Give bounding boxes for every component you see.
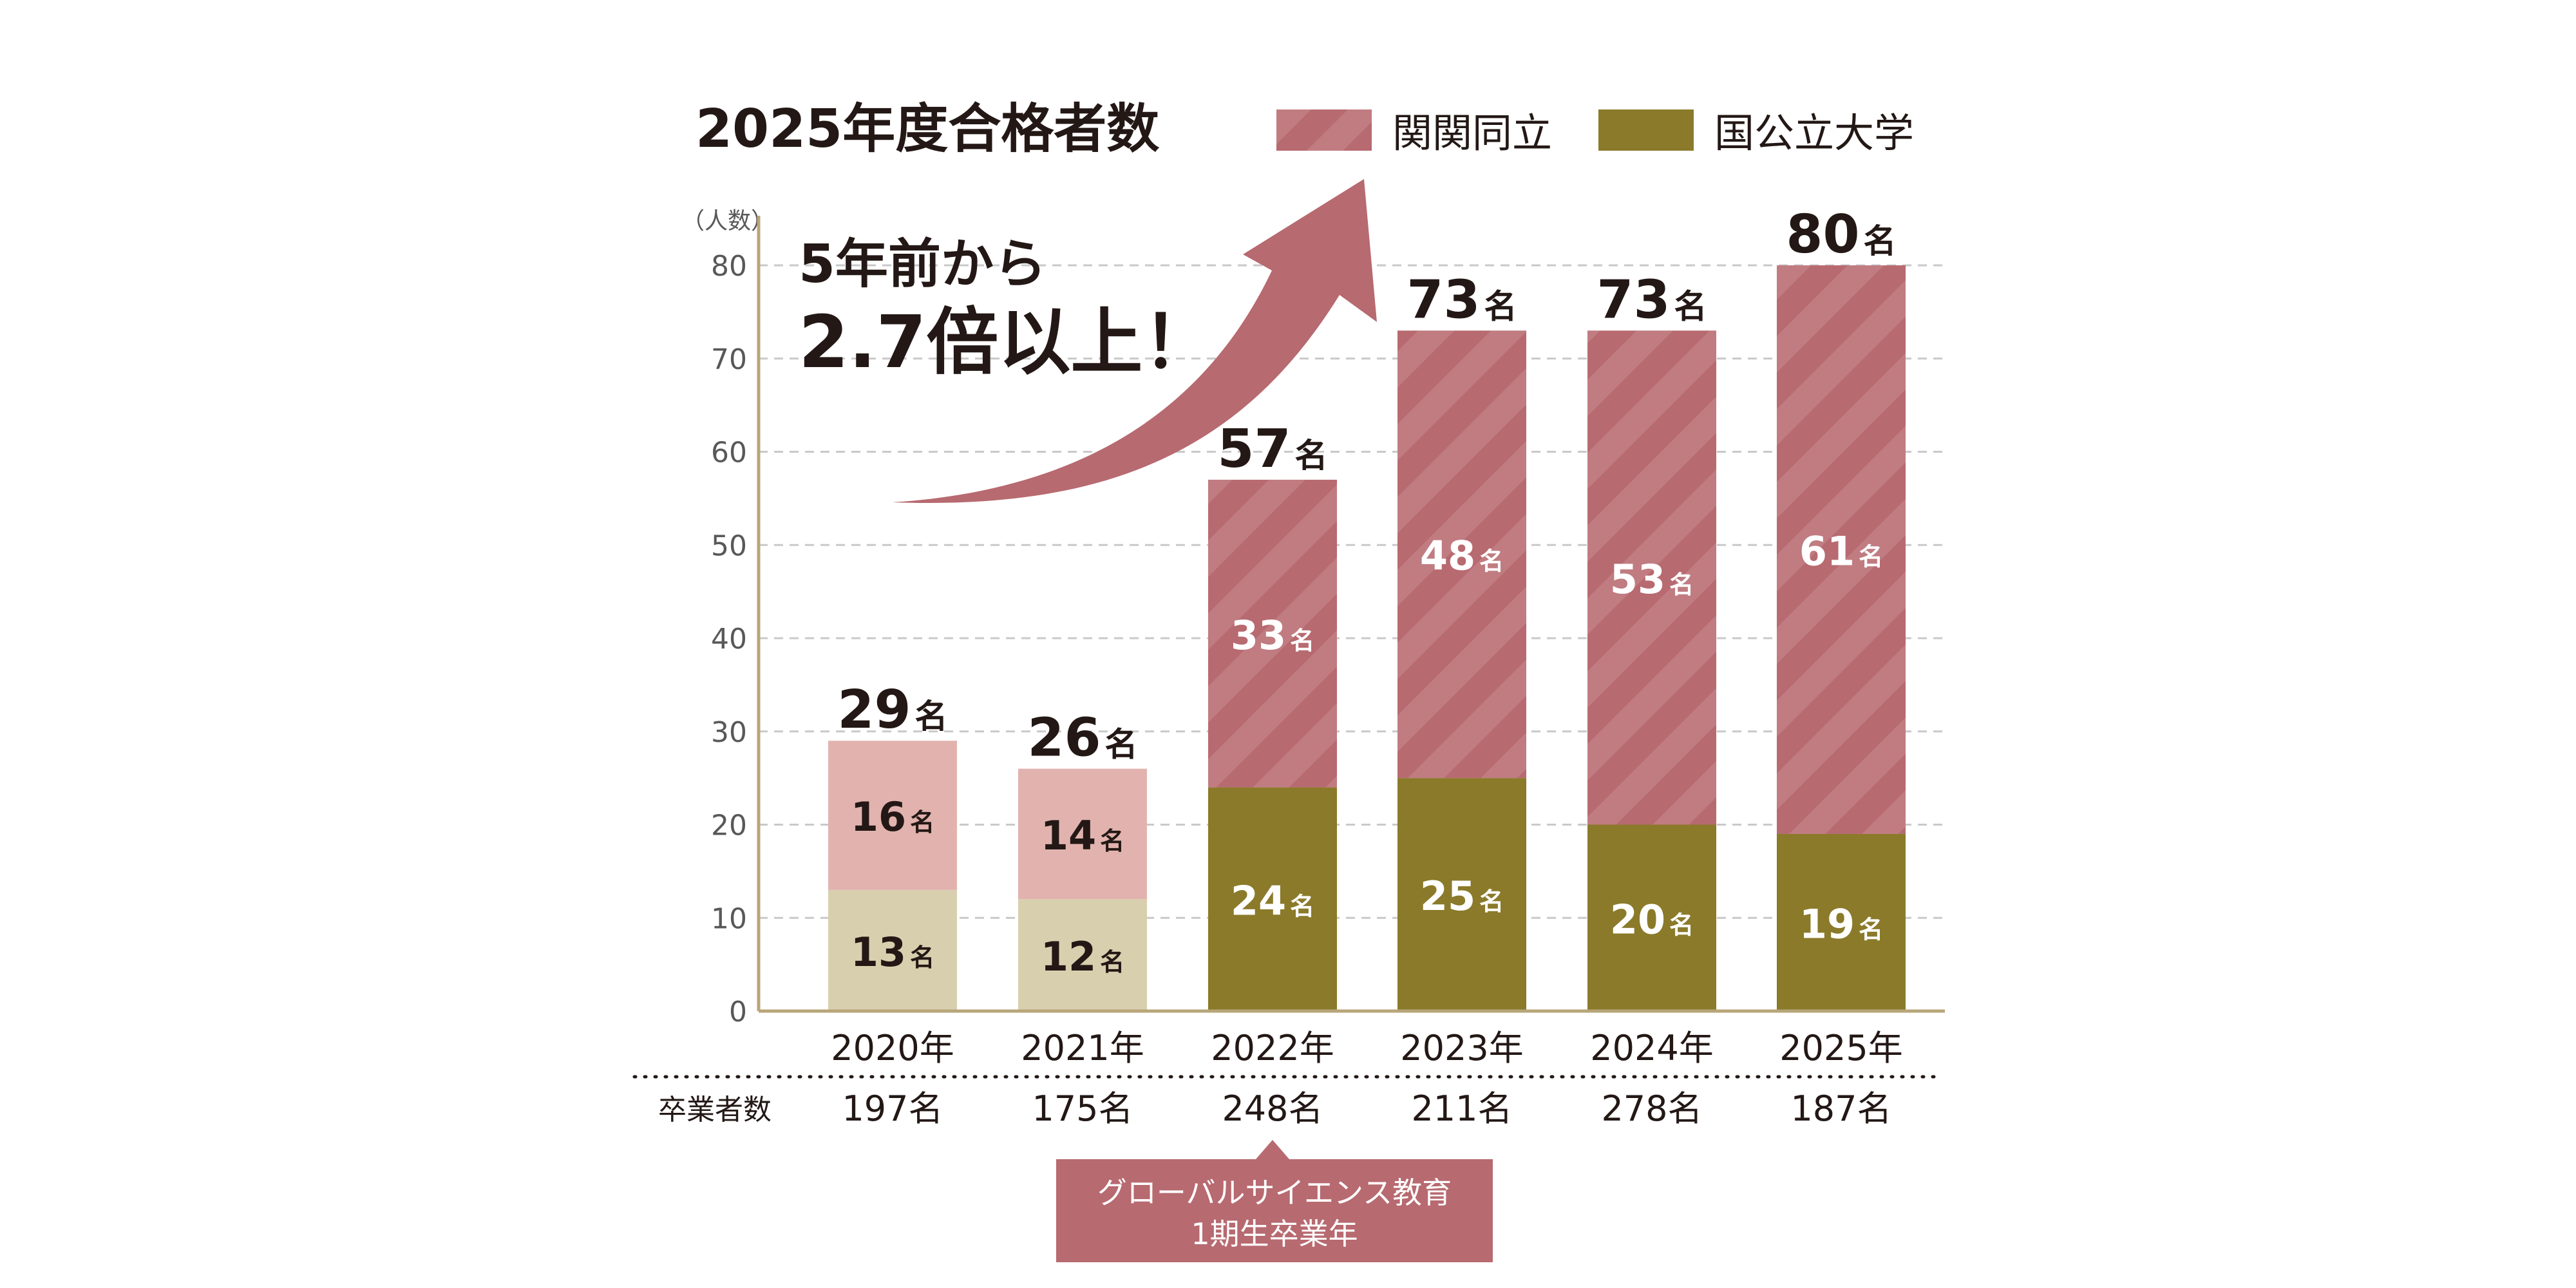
bar-segment-national — [828, 889, 957, 1011]
data-label-kankan: 14 名 — [1041, 812, 1124, 859]
graduates-count: 187名 — [1790, 1088, 1891, 1129]
y-tick-label: 60 — [711, 437, 747, 469]
data-label-kankan: 48 名 — [1420, 533, 1504, 580]
y-tick-label: 20 — [711, 810, 747, 842]
x-tick-label: 2025年 — [1779, 1028, 1902, 1068]
growth-arrow — [893, 179, 1377, 504]
data-label-kankan: 33 名 — [1231, 612, 1314, 659]
graduates-count: 211名 — [1411, 1088, 1512, 1129]
y-tick-label: 70 — [711, 343, 747, 376]
legend: 関関同立 国公立大学 — [1276, 109, 1914, 156]
data-label-kankan: 16 名 — [851, 793, 934, 840]
graduates-count: 197名 — [842, 1088, 943, 1129]
chart-title: 2025年度合格者数 — [696, 99, 1159, 160]
x-tick-label: 2021年 — [1021, 1028, 1144, 1068]
data-label-total: 57 名 — [1217, 419, 1327, 480]
bar-segment-kankan — [828, 741, 957, 890]
annotation-line1: 5年前から — [799, 234, 1046, 295]
y-tick-label: 50 — [711, 529, 747, 562]
data-label-national: 12 名 — [1041, 933, 1124, 980]
legend-label-kankan: 関関同立 — [1392, 109, 1552, 156]
callout-box — [1056, 1140, 1493, 1262]
bar-segment-national — [1208, 787, 1337, 1011]
graduates-count: 278名 — [1601, 1088, 1702, 1129]
graduates-count: 175名 — [1032, 1088, 1133, 1129]
bar-segment-national — [1397, 778, 1526, 1011]
legend-label-national: 国公立大学 — [1714, 109, 1914, 156]
data-label-national: 13 名 — [851, 929, 934, 976]
callout-text: 1期生卒業年 — [1191, 1217, 1358, 1251]
bar-segment-kankan — [1018, 768, 1147, 900]
data-label-kankan: 53 名 — [1610, 556, 1694, 603]
bar-segment-kankan-stripes — [1777, 265, 1906, 834]
callout: グローバルサイエンス教育 1期生卒業年 — [1056, 1140, 1493, 1262]
y-tick-label: 30 — [711, 716, 747, 749]
bar-segment-kankan-stripes — [1397, 330, 1526, 779]
data-label-national: 24 名 — [1231, 877, 1314, 924]
callout-text: グローバルサイエンス教育 — [1097, 1175, 1452, 1210]
data-label-total: 80 名 — [1786, 204, 1896, 265]
y-tick-label: 40 — [711, 623, 747, 656]
bar-segment-national — [1018, 899, 1147, 1011]
y-tick-label: 80 — [711, 250, 747, 283]
data-label-total: 73 名 — [1406, 269, 1517, 330]
legend-swatch-kankan-stripes — [1276, 109, 1372, 151]
y-tick-label: 10 — [711, 902, 747, 935]
y-tick-label: 0 — [729, 996, 747, 1028]
graduates-count: 248名 — [1222, 1088, 1323, 1129]
x-tick-label: 2024年 — [1590, 1028, 1713, 1068]
x-tick-label: 2023年 — [1400, 1028, 1523, 1068]
data-label-kankan: 61 名 — [1799, 527, 1883, 574]
bar-segment-national — [1777, 833, 1906, 1011]
bar-segment-kankan-stripes — [1587, 330, 1716, 825]
bar-segment-kankan-stripes — [1208, 479, 1337, 788]
x-tick-label: 2020年 — [831, 1028, 954, 1068]
data-label-total: 26 名 — [1027, 708, 1137, 769]
data-label-national: 19 名 — [1799, 900, 1883, 947]
graduates-row-label: 卒業者数 — [658, 1094, 772, 1126]
data-label-national: 20 名 — [1610, 896, 1694, 943]
data-label-total: 73 名 — [1596, 269, 1707, 330]
bar-segment-national — [1587, 824, 1716, 1011]
data-label-national: 25 名 — [1420, 873, 1504, 920]
x-tick-label: 2022年 — [1211, 1028, 1334, 1068]
annotation-line2: 2.7倍以上！ — [799, 301, 1215, 384]
growth-arrow-shape — [893, 179, 1377, 504]
legend-swatch-national — [1598, 109, 1694, 151]
data-label-total: 29 名 — [837, 679, 947, 741]
